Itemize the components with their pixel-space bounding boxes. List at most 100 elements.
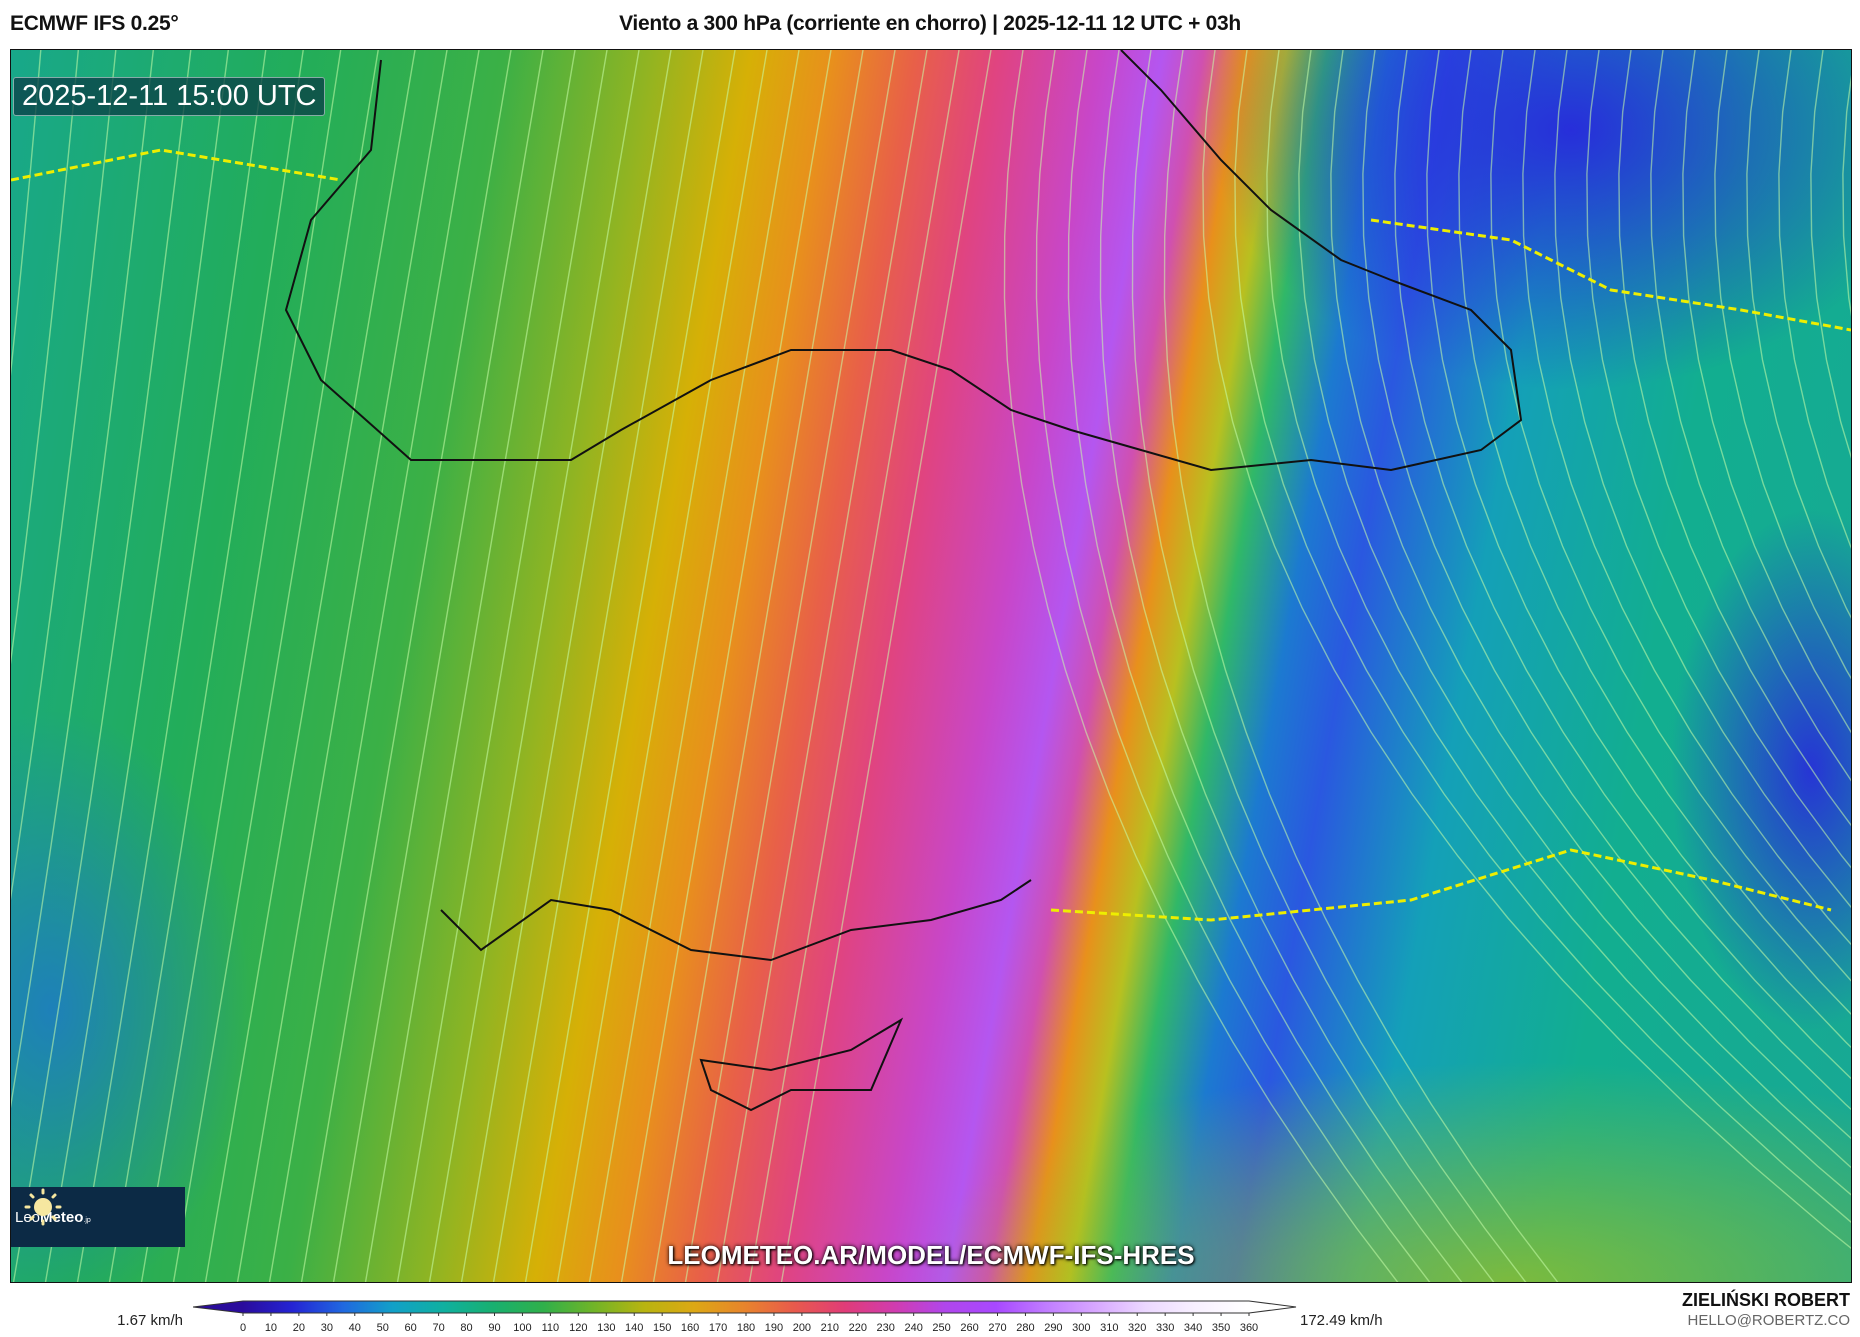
streamline <box>44 50 229 1282</box>
colorbar-tick-label: 20 <box>292 1322 305 1334</box>
border-yellow <box>11 148 1851 332</box>
streamline <box>1746 50 1851 619</box>
colorbar-tick-label: 80 <box>460 1322 473 1334</box>
streamline <box>140 50 342 1282</box>
leometeo-logo[interactable]: LeoMeteo.jp <box>11 1187 185 1247</box>
colorbar-tick-label: 100 <box>513 1322 532 1334</box>
colorbar-body <box>193 1300 1297 1314</box>
colorbar-tick-label: 320 <box>1128 1322 1147 1334</box>
colorbar-tick-label: 360 <box>1239 1322 1259 1334</box>
colorbar-tick-label: 220 <box>848 1322 867 1334</box>
streamline <box>172 50 379 1282</box>
streamline <box>1426 50 1851 1049</box>
colorbar-tick-label: 300 <box>1072 1322 1091 1334</box>
colorbar-tick-label: 40 <box>348 1322 361 1334</box>
streamline <box>396 50 608 1282</box>
wind-map[interactable]: 2025-12-11 15:00 UTC LeoMeteo.jp LEOMETE… <box>10 49 1852 1283</box>
colorbar-tick-label: 270 <box>988 1322 1007 1334</box>
watermark-url: LEOMETEO.AR/MODEL/ECMWF-IFS-HRES <box>667 1240 1195 1270</box>
streamlines-layer <box>11 50 1851 1282</box>
streamline <box>716 50 928 1282</box>
streamline <box>1003 50 1399 1282</box>
streamline <box>748 50 960 1282</box>
colorbar-tick-label: 120 <box>569 1322 588 1334</box>
logo-text: LeoMeteo.jp <box>15 1208 91 1226</box>
streamline <box>364 50 576 1282</box>
colorbar-tick-label: 0 <box>239 1322 247 1334</box>
streamline <box>1362 50 1851 1111</box>
streamline <box>268 50 480 1282</box>
colorbar-tick-label: 50 <box>376 1322 389 1334</box>
colorbar-tick-label: 350 <box>1211 1322 1231 1334</box>
colorbar-tick-label: 190 <box>764 1322 784 1334</box>
colorbar-tick-label: 140 <box>625 1322 644 1334</box>
streamline <box>1330 50 1851 1140</box>
streamline <box>204 50 416 1282</box>
colorbar-tick-label: 90 <box>488 1322 501 1334</box>
colorbar-tick-label: 30 <box>320 1322 333 1334</box>
colorbar-tick-label: 60 <box>404 1322 417 1334</box>
streamline <box>300 50 512 1282</box>
colorbar-tick-label: 70 <box>432 1322 445 1334</box>
streamline <box>12 50 192 1282</box>
streamline <box>1810 50 1851 459</box>
streamline <box>1458 50 1851 1016</box>
streamline <box>1778 50 1851 549</box>
colorbar-tick-label: 160 <box>680 1322 700 1334</box>
streamline <box>11 50 79 665</box>
author-email: HELLO@ROBERTZ.CO <box>1687 1312 1850 1329</box>
streamline <box>1554 50 1851 909</box>
author-name: ZIELIŃSKI ROBERT <box>1681 1290 1850 1310</box>
streamline <box>460 50 672 1282</box>
streamline <box>1682 50 1851 734</box>
cyprus-coast <box>699 1017 904 1112</box>
streamline <box>1202 50 1851 1250</box>
streamline <box>1234 50 1851 1223</box>
valid-time-label: 2025-12-11 15:00 UTC <box>13 77 326 116</box>
colorbar-tick-label: 250 <box>932 1322 951 1334</box>
colorbar-tick-label: 330 <box>1155 1322 1175 1334</box>
streamline <box>1067 50 1463 1282</box>
streamline <box>1298 50 1851 1169</box>
streamline <box>620 50 832 1282</box>
black-sea-coast <box>284 50 1523 472</box>
sun-icon <box>24 1188 62 1226</box>
streamline <box>1522 50 1851 946</box>
streamline <box>1586 50 1851 869</box>
streamline <box>11 50 117 901</box>
streamline <box>1131 50 1527 1282</box>
colorbar-min-label: 1.67 km/h <box>117 1312 183 1329</box>
colorbar-tick-label: 180 <box>736 1322 756 1334</box>
streamline <box>652 50 864 1282</box>
colorbar-tick-label: 310 <box>1100 1322 1119 1334</box>
coastlines-layer <box>11 50 1851 1112</box>
colorbar-tick-label: 340 <box>1183 1322 1203 1334</box>
colorbar-tick-label: 260 <box>960 1322 979 1334</box>
streamline <box>684 50 896 1282</box>
colorbar <box>193 1300 1297 1316</box>
colorbar-tick-label: 240 <box>904 1322 923 1334</box>
streamline <box>1266 50 1851 1196</box>
streamline <box>780 50 992 1282</box>
streamline <box>332 50 544 1282</box>
colorbar-tick-label: 200 <box>792 1322 812 1334</box>
turkey-south-coast <box>440 879 1032 962</box>
colorbar-tick-label: 10 <box>264 1322 278 1334</box>
colorbar-tick-label: 230 <box>876 1322 895 1334</box>
colorbar-tick-label: 110 <box>541 1322 560 1334</box>
streamline <box>524 50 736 1282</box>
model-name: ECMWF IFS 0.25° <box>10 12 179 35</box>
border-syria <box>1050 848 1832 922</box>
map-title: Viento a 300 hPa (corriente en chorro) |… <box>619 12 1241 35</box>
streamline <box>1163 50 1559 1282</box>
streamline <box>11 50 42 377</box>
colorbar-tick-label: 170 <box>708 1322 728 1334</box>
streamline <box>1099 50 1495 1282</box>
colorbar-tick-label: 210 <box>820 1322 840 1334</box>
streamline <box>428 50 640 1282</box>
streamline <box>588 50 800 1282</box>
streamline <box>1714 50 1851 680</box>
streamline <box>1394 50 1851 1080</box>
streamline <box>11 50 154 1109</box>
colorbar-tick-label: 280 <box>1016 1322 1035 1334</box>
